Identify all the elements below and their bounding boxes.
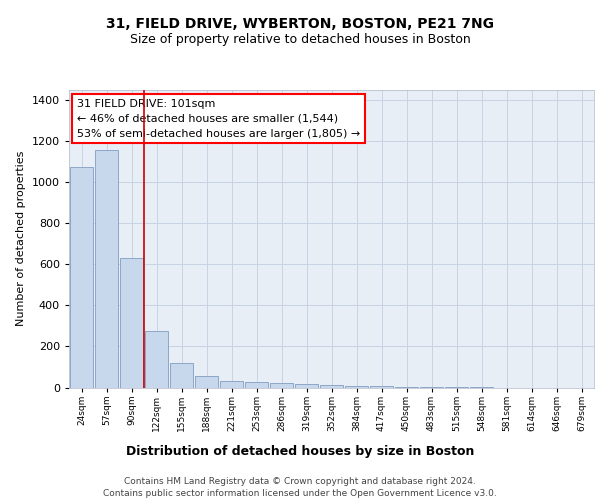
Bar [95,150,118,388]
Bar [220,382,243,388]
Text: Distribution of detached houses by size in Boston: Distribution of detached houses by size … [126,444,474,458]
Bar [345,386,368,388]
Bar [370,386,393,388]
Text: 31, FIELD DRIVE, WYBERTON, BOSTON, PE21 7NG: 31, FIELD DRIVE, WYBERTON, BOSTON, PE21 … [106,18,494,32]
Bar [70,167,93,388]
Bar [245,382,268,388]
Text: 31 FIELD DRIVE: 101sqm
← 46% of detached houses are smaller (1,544)
53% of semi-: 31 FIELD DRIVE: 101sqm ← 46% of detached… [77,99,360,138]
Bar [295,384,318,388]
Bar [195,376,218,388]
Text: Size of property relative to detached houses in Boston: Size of property relative to detached ho… [130,32,470,46]
Y-axis label: Number of detached properties: Number of detached properties [16,151,26,326]
Bar [170,363,193,388]
Bar [395,387,418,388]
Text: Contains HM Land Registry data © Crown copyright and database right 2024.
Contai: Contains HM Land Registry data © Crown c… [103,476,497,498]
Bar [270,384,293,388]
Bar [120,258,143,388]
Bar [145,331,168,388]
Bar [320,386,343,388]
